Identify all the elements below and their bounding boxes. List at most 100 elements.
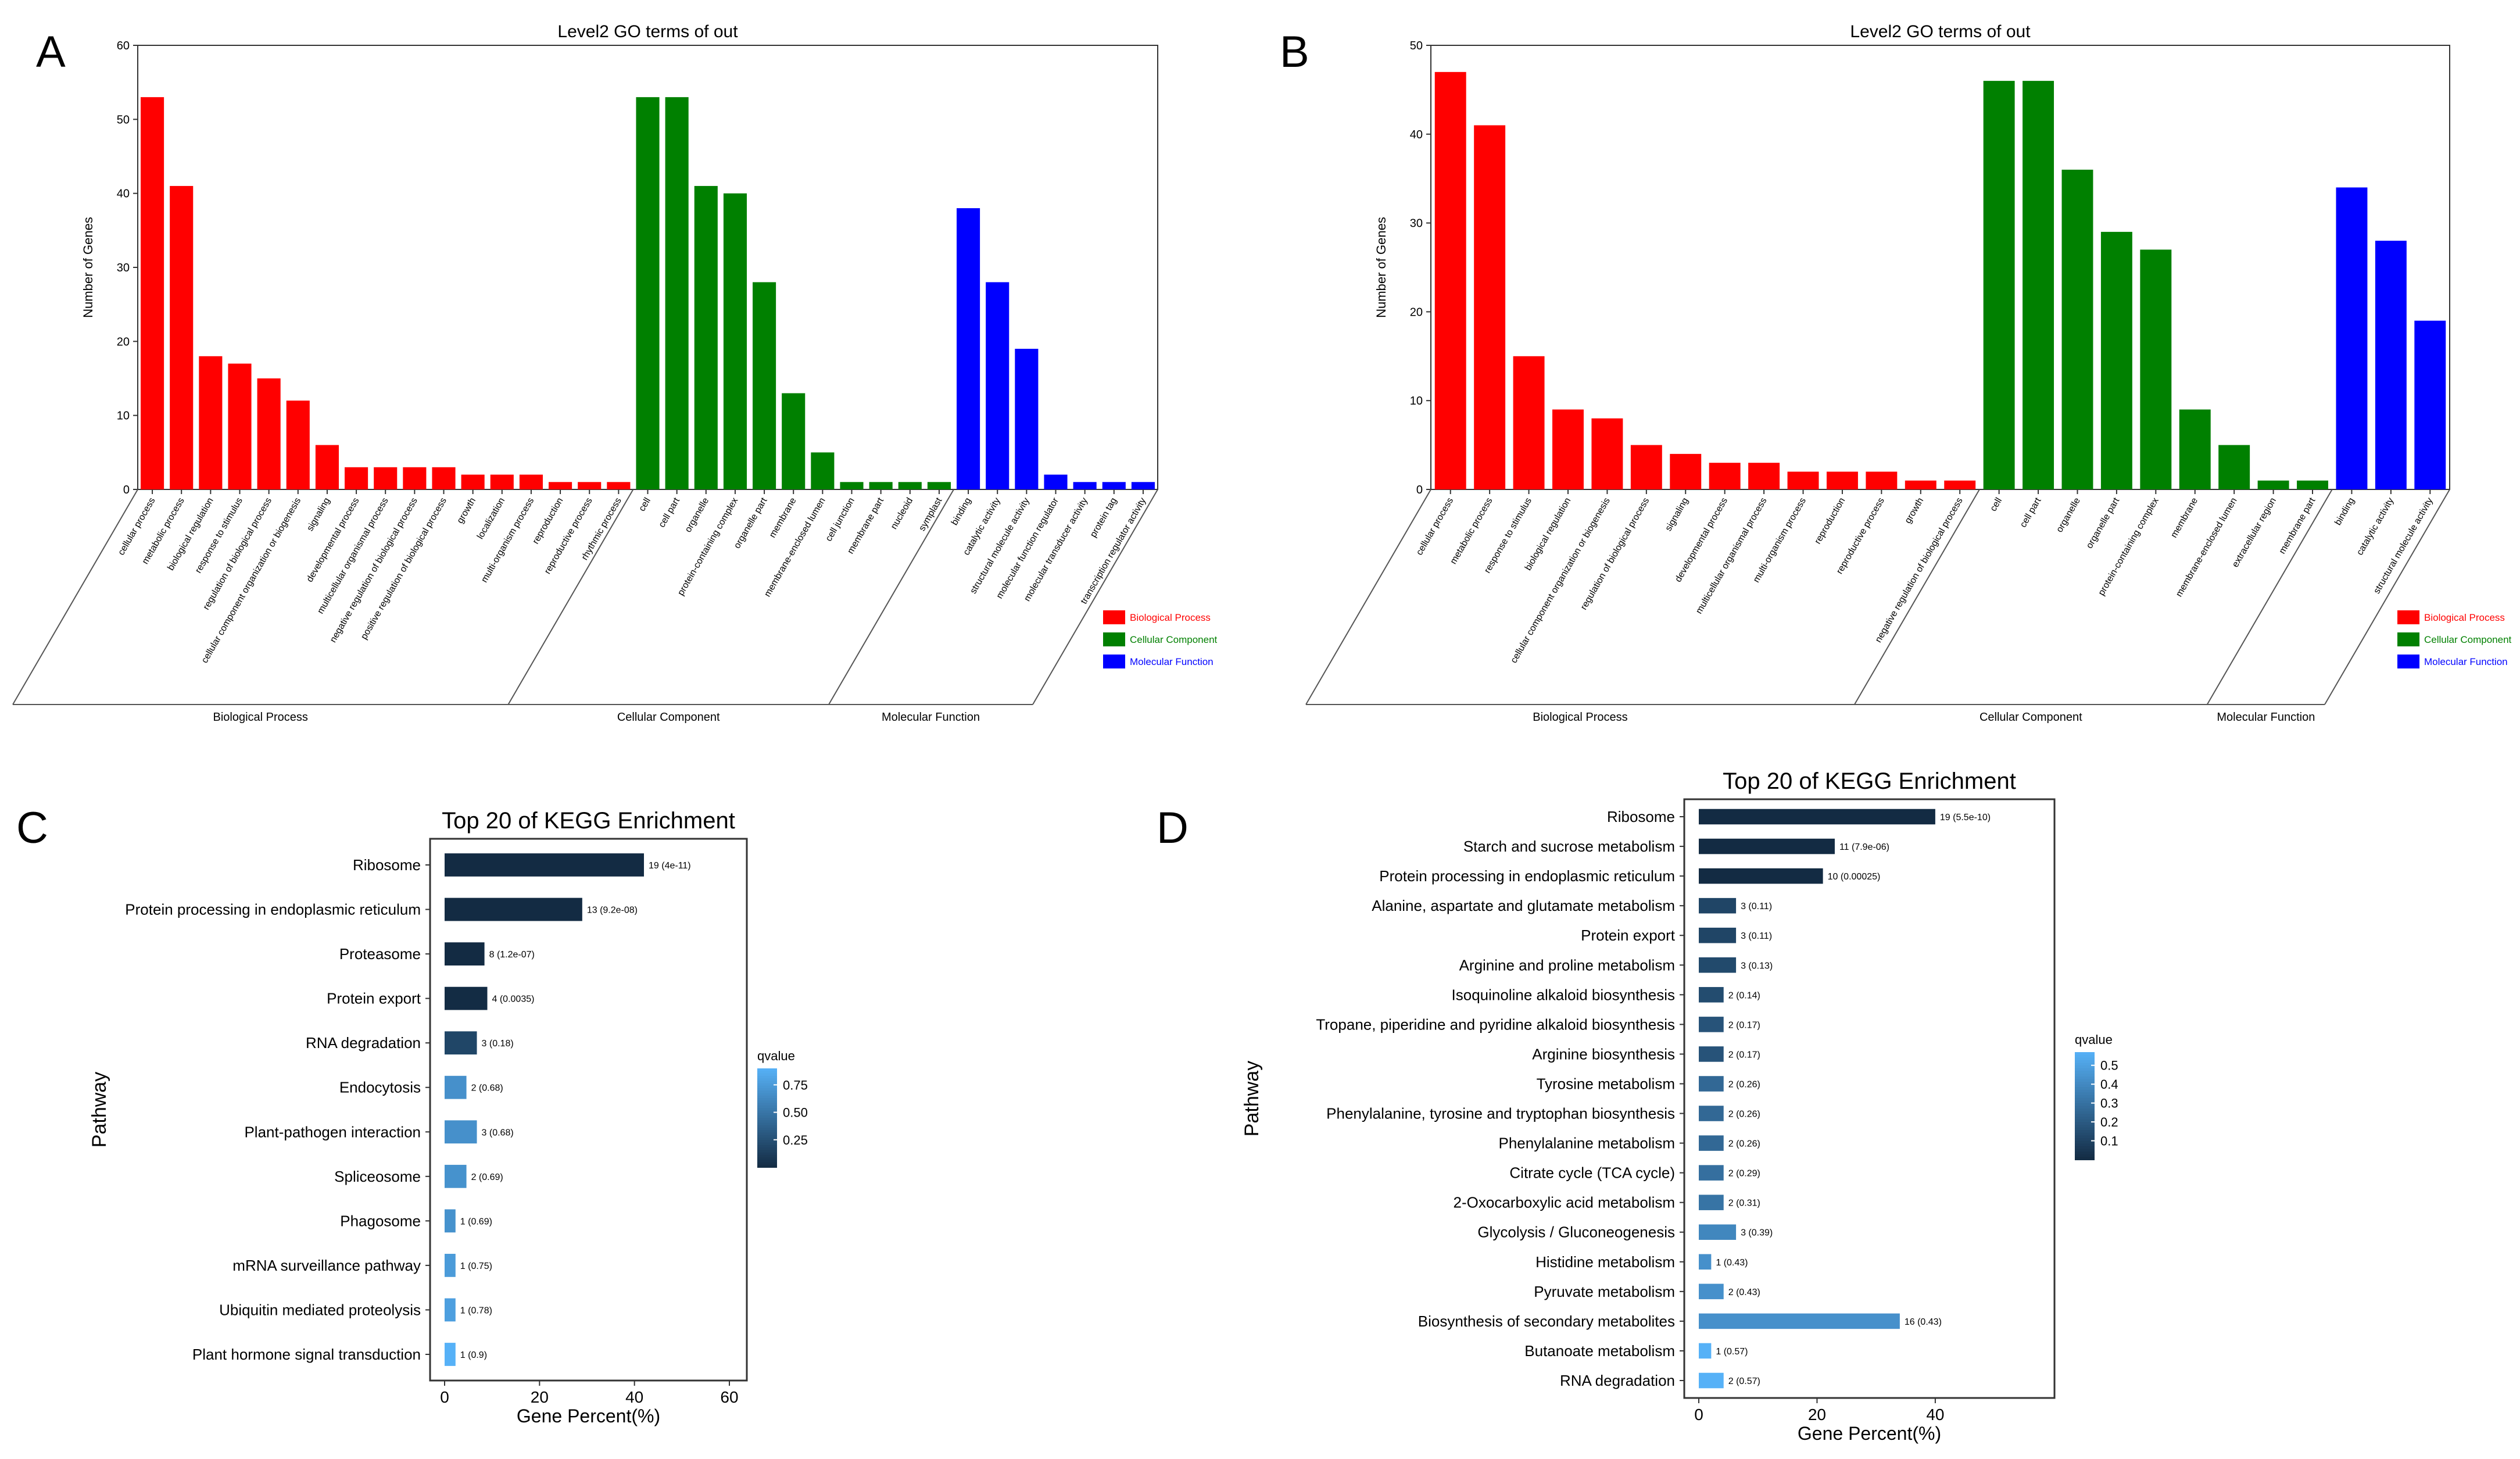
legend-gradient-segment [757, 1118, 777, 1121]
bar-symplast [927, 482, 951, 489]
data-label: 8 (1.2e-07) [489, 950, 535, 960]
bar-structural-molecule-activity [2414, 320, 2446, 489]
legend-gradient-segment [757, 1093, 777, 1096]
legend-gradient-segment [2075, 1071, 2095, 1074]
bar-multi-organism-process [519, 474, 543, 489]
group-label-cellular-component: Cellular Component [617, 711, 720, 724]
legend-gradient-segment [2075, 1135, 2095, 1139]
bar-ubiquitin-mediated-proteolysis [445, 1298, 456, 1322]
group-label-cellular-component: Cellular Component [1980, 711, 2082, 724]
legend-swatch-biological-process [1103, 610, 1125, 624]
data-label: 1 (0.78) [460, 1306, 492, 1315]
x-tick-label: cell [1988, 496, 2004, 513]
pathway-label-isoquinoline-alkaloid-biosynthesis: Isoquinoline alkaloid biosynthesis [1452, 986, 1675, 1003]
separator-line [507, 489, 634, 705]
y-tick-label: 30 [1410, 217, 1423, 230]
legend-gradient-segment [2075, 1068, 2095, 1072]
bar-protein-export [1699, 927, 1737, 943]
separator-line [1032, 489, 1158, 705]
legend-gradient-segment [757, 1071, 777, 1074]
bar-organelle [2061, 169, 2093, 489]
separator-line [2324, 489, 2450, 705]
data-label: 3 (0.39) [1741, 1228, 1773, 1238]
chart-title: Top 20 of KEGG Enrichment [442, 808, 735, 834]
legend-swatch-cellular-component [1103, 632, 1125, 646]
pathway-label-plant-hormone-signal-transduction: Plant hormone signal transduction [192, 1346, 421, 1363]
legend-gradient-segment [757, 1103, 777, 1106]
bar-plant-pathogen-interaction [445, 1120, 477, 1144]
x-tick-label: membrane-enclosed lumen [763, 496, 828, 599]
x-tick-label: growth [1903, 496, 1926, 525]
legend-gradient-segment [2075, 1119, 2095, 1123]
x-tick-label: 20 [1808, 1406, 1826, 1424]
kegg-chart-c: Top 20 of KEGG Enrichment 19 (4e-11) Ribos… [88, 808, 808, 1426]
pathway-label-ubiquitin-mediated-proteolysis: Ubiquitin mediated proteolysis [219, 1301, 421, 1318]
pathway-label-spliceosome: Spliceosome [334, 1168, 421, 1185]
pathway-label-histidine-metabolism: Histidine metabolism [1535, 1253, 1675, 1271]
legend-gradient-segment [757, 1140, 777, 1143]
legend-gradient-segment [757, 1075, 777, 1079]
legend-tick-label: 0.4 [2100, 1077, 2118, 1092]
x-tick-label: transcription regulator activity [1079, 496, 1148, 606]
legend-gradient-segment [2075, 1081, 2095, 1085]
data-label: 4 (0.0035) [492, 995, 535, 1004]
data-label: 2 (0.14) [1728, 990, 1760, 1000]
y-tick-label: 50 [117, 113, 130, 126]
x-tick-label: nucleoid [889, 496, 915, 531]
x-tick-label: extracellular region [2231, 496, 2278, 570]
legend-gradient-segment [757, 1081, 777, 1084]
bar-molecular-transducer-activity [1073, 482, 1097, 489]
legend-gradient-segment [2075, 1052, 2095, 1056]
bar-multicellular-organismal-process [1748, 463, 1780, 489]
pathway-label-mrna-surveillance-pathway: mRNA surveillance pathway [232, 1257, 421, 1274]
x-tick-label: protein tag [1089, 496, 1119, 539]
data-label: 2 (0.68) [471, 1083, 503, 1093]
pathway-label-tyrosine-metabolism: Tyrosine metabolism [1537, 1075, 1675, 1092]
data-label: 1 (0.75) [460, 1261, 492, 1271]
pathway-label-endocytosis: Endocytosis [339, 1079, 421, 1096]
y-tick-label: 40 [1410, 128, 1423, 141]
legend-title: qvalue [2075, 1032, 2113, 1047]
bar-phagosome [445, 1209, 456, 1233]
legend-gradient-segment [2075, 1149, 2095, 1153]
bar-catalytic-activity [986, 282, 1010, 489]
legend-gradient-segment [757, 1132, 777, 1136]
data-label: 2 (0.31) [1728, 1199, 1760, 1208]
plot-frame [1683, 798, 2056, 1399]
kegg-chart-d: Top 20 of KEGG Enrichment 19 (5.5e-10) Rib… [1241, 768, 2118, 1444]
bar-protein-processing-in-endoplasmic-reticulum [1699, 868, 1823, 884]
y-tick-label: 40 [117, 188, 130, 201]
pathway-label-citrate-cycle-tca-cycle: Citrate cycle (TCA cycle) [1509, 1164, 1675, 1182]
pathway-label-phenylalanine-metabolism: Phenylalanine metabolism [1498, 1135, 1675, 1152]
bar-ribosome [445, 853, 644, 877]
panel-label-a: A [36, 27, 66, 77]
bar-glycolysis-gluconeogenesis [1699, 1224, 1737, 1240]
legend-gradient-segment [2075, 1124, 2095, 1128]
go-chart-b: Level2 GO terms of out 0 10 20 30 40 50 Number … [1305, 22, 2512, 724]
bar-protein-processing-in-endoplasmic-reticulum [445, 897, 582, 921]
bar-mrna-surveillance-pathway [445, 1254, 456, 1277]
separator-line [1305, 489, 1431, 705]
bar-rna-degradation [445, 1031, 477, 1055]
x-tick-label: protein-containing complex [676, 496, 740, 598]
y-axis-title: Number of Genes [1374, 217, 1388, 318]
bar-metabolic-process [1474, 125, 1506, 489]
group-label-biological-process: Biological Process [213, 711, 308, 724]
legend-gradient-segment [757, 1085, 777, 1089]
bar-transcription-regulator-activity [1131, 482, 1155, 489]
bar-protein-containing-complex [723, 193, 747, 489]
pathway-label-protein-processing-in-endoplasmic-reticulum: Protein processing in endoplasmic reticu… [1379, 867, 1675, 885]
bar-negative-regulation-of-biological-process [403, 467, 427, 489]
legend-gradient-segment [2075, 1092, 2095, 1096]
bar-phenylalanine-tyrosine-and-tryptophan-biosynthesis [1699, 1106, 1724, 1121]
legend-swatch-molecular-function [2397, 655, 2419, 668]
legend-gradient-segment [2075, 1106, 2095, 1110]
legend-gradient-segment [2075, 1130, 2095, 1133]
bar-cell-junction [840, 482, 864, 489]
data-label: 1 (0.69) [460, 1217, 492, 1226]
pathway-label-tropane-piperidine-and-pyridine-alkaloid-biosynthesis: Tropane, piperidine and pyridine alkaloi… [1316, 1015, 1675, 1033]
legend-gradient-segment [757, 1152, 777, 1156]
pathway-label-protein-export: Protein export [1581, 927, 1676, 944]
bar-citrate-cycle-tca-cycle [1699, 1165, 1724, 1181]
pathway-label-butanoate-metabolism: Butanoate metabolism [1524, 1342, 1675, 1360]
